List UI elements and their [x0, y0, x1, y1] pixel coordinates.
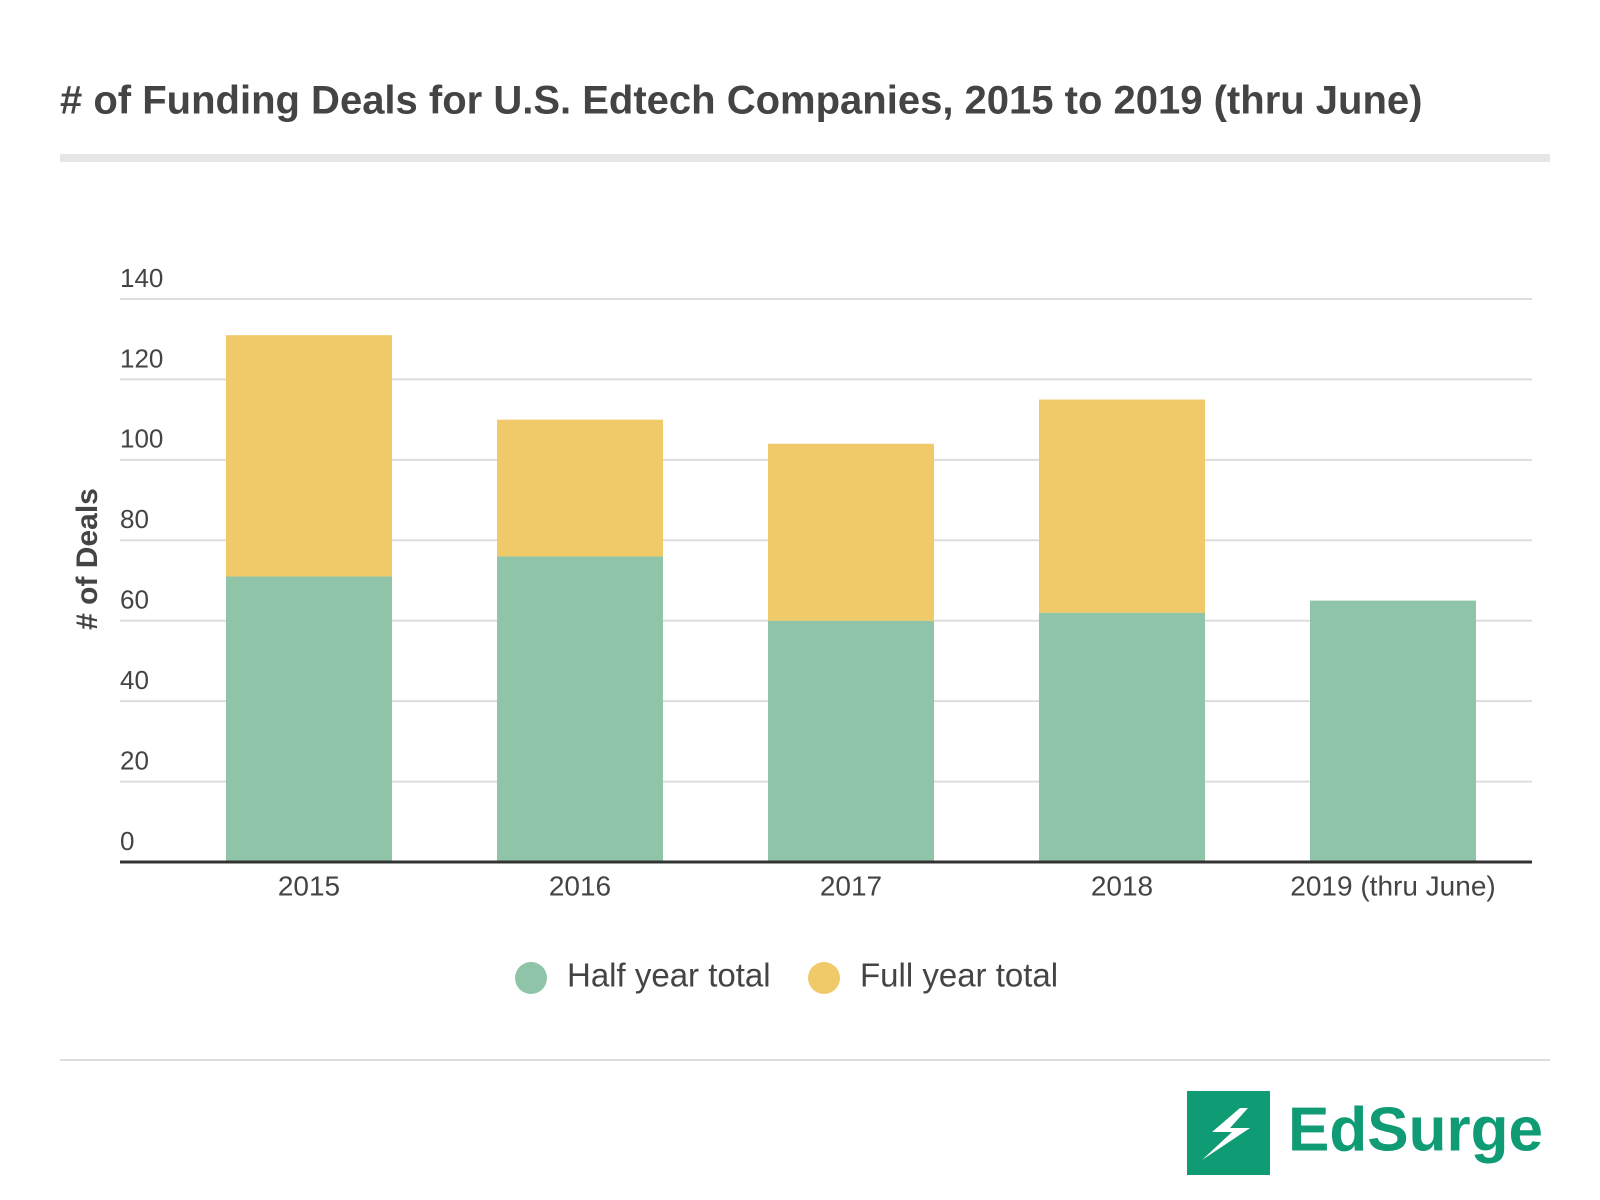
- logo-icon: [1187, 1091, 1270, 1175]
- legend-marker: [515, 962, 547, 994]
- legend-marker: [808, 962, 840, 994]
- bar-segment: [1039, 612, 1205, 862]
- bar-segment: [768, 443, 934, 621]
- bar-segment: [1310, 600, 1476, 862]
- y-tick-label: 140: [120, 263, 163, 293]
- bar-segment: [226, 335, 392, 577]
- title-rule: [60, 154, 1550, 162]
- legend-label: Full year total: [860, 957, 1058, 994]
- y-tick-label: 80: [120, 504, 149, 534]
- logo-text: EdSurge: [1288, 1095, 1543, 1164]
- legend-label: Half year total: [567, 957, 771, 994]
- bar-segment: [226, 576, 392, 862]
- x-tick-label: 2016: [549, 870, 611, 901]
- x-tick-label: 2018: [1091, 870, 1153, 901]
- y-tick-label: 20: [120, 745, 149, 775]
- bar-segment: [1039, 399, 1205, 613]
- chart-title: # of Funding Deals for U.S. Edtech Compa…: [60, 79, 1422, 123]
- y-tick-label: 100: [120, 424, 163, 454]
- y-tick-label: 40: [120, 665, 149, 695]
- bar-segment: [768, 620, 934, 862]
- y-tick-label: 60: [120, 585, 149, 615]
- x-tick-label: 2015: [278, 870, 340, 901]
- x-tick-label: 2017: [820, 870, 882, 901]
- y-tick-label: 0: [120, 826, 134, 856]
- y-tick-label: 120: [120, 343, 163, 373]
- logo-bolt: [1202, 1108, 1250, 1160]
- bar-segment: [497, 556, 663, 862]
- y-axis-title: # of Deals: [71, 488, 104, 630]
- bar-segment: [497, 419, 663, 557]
- x-tick-label: 2019 (thru June): [1290, 870, 1495, 901]
